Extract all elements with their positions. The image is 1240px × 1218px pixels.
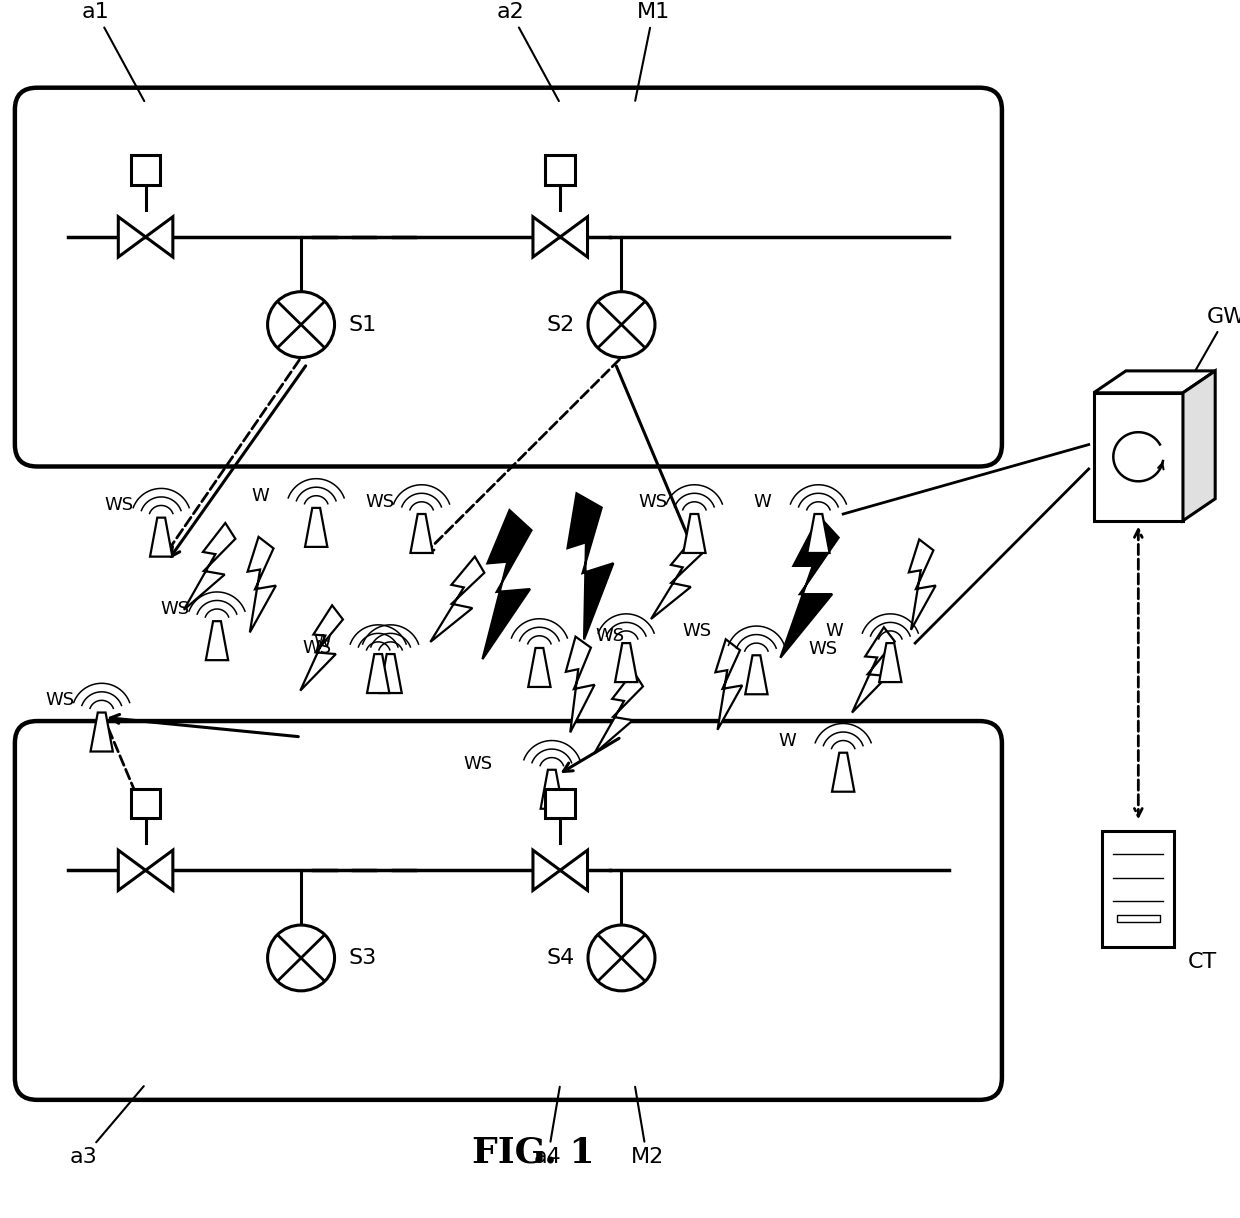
Bar [546, 156, 575, 185]
Polygon shape [410, 514, 433, 553]
Polygon shape [852, 627, 895, 713]
FancyBboxPatch shape [15, 721, 1002, 1100]
Polygon shape [533, 850, 560, 890]
Text: WS: WS [366, 493, 394, 510]
Polygon shape [300, 605, 343, 691]
Polygon shape [745, 655, 768, 694]
Text: WS: WS [46, 692, 74, 709]
Text: WS: WS [464, 755, 492, 772]
Text: a3: a3 [69, 1086, 144, 1167]
Text: a2: a2 [497, 2, 559, 101]
Text: S2: S2 [546, 314, 574, 335]
Text: WS: WS [682, 622, 711, 639]
Circle shape [588, 926, 655, 991]
Polygon shape [565, 637, 595, 732]
Text: W: W [754, 493, 771, 510]
Polygon shape [379, 654, 402, 693]
Polygon shape [145, 850, 172, 890]
Text: W: W [314, 633, 331, 650]
Polygon shape [305, 508, 327, 547]
Text: WS: WS [161, 600, 190, 618]
Bar [1102, 831, 1174, 948]
Polygon shape [541, 770, 563, 809]
Text: a1: a1 [82, 2, 144, 101]
Text: GW: GW [1189, 307, 1240, 381]
Text: WS: WS [639, 493, 667, 510]
Polygon shape [150, 518, 172, 557]
Polygon shape [1183, 370, 1215, 521]
Polygon shape [533, 217, 560, 257]
Polygon shape [118, 217, 145, 257]
Polygon shape [91, 713, 113, 752]
Polygon shape [807, 514, 830, 553]
Bar [546, 789, 575, 818]
Text: M2: M2 [630, 1086, 663, 1167]
Text: W: W [826, 622, 843, 639]
Polygon shape [145, 217, 172, 257]
Text: FIG. 1: FIG. 1 [472, 1135, 594, 1169]
Polygon shape [430, 557, 485, 642]
FancyBboxPatch shape [15, 88, 1002, 466]
Circle shape [268, 292, 335, 358]
Polygon shape [560, 850, 588, 890]
Text: WS: WS [595, 627, 624, 644]
Polygon shape [683, 514, 706, 553]
Polygon shape [560, 217, 588, 257]
Polygon shape [909, 540, 936, 630]
Bar [130, 156, 160, 185]
Polygon shape [615, 643, 637, 682]
Bar [1117, 915, 1159, 922]
Polygon shape [879, 643, 901, 682]
Text: S1: S1 [348, 314, 377, 335]
Text: S3: S3 [348, 948, 377, 968]
Polygon shape [367, 654, 389, 693]
Text: M1: M1 [635, 2, 670, 101]
Polygon shape [206, 621, 228, 660]
Polygon shape [118, 850, 145, 890]
Polygon shape [184, 523, 236, 610]
Polygon shape [594, 671, 644, 754]
Polygon shape [1094, 370, 1215, 393]
Text: CT: CT [1188, 952, 1218, 972]
Bar [130, 789, 160, 818]
Text: WS: WS [303, 639, 331, 657]
Text: WS: WS [105, 497, 134, 514]
Text: S4: S4 [546, 948, 574, 968]
Text: a4: a4 [534, 1086, 562, 1167]
Polygon shape [651, 538, 702, 619]
Circle shape [588, 292, 655, 358]
Polygon shape [780, 516, 838, 658]
Polygon shape [715, 639, 743, 730]
Polygon shape [832, 753, 854, 792]
Polygon shape [568, 493, 614, 639]
Polygon shape [248, 537, 277, 632]
Polygon shape [482, 510, 532, 659]
Polygon shape [528, 648, 551, 687]
Text: W: W [252, 487, 269, 504]
Bar [1094, 392, 1183, 521]
Text: W: W [779, 732, 796, 749]
Text: WS: WS [808, 641, 837, 658]
Circle shape [268, 926, 335, 991]
